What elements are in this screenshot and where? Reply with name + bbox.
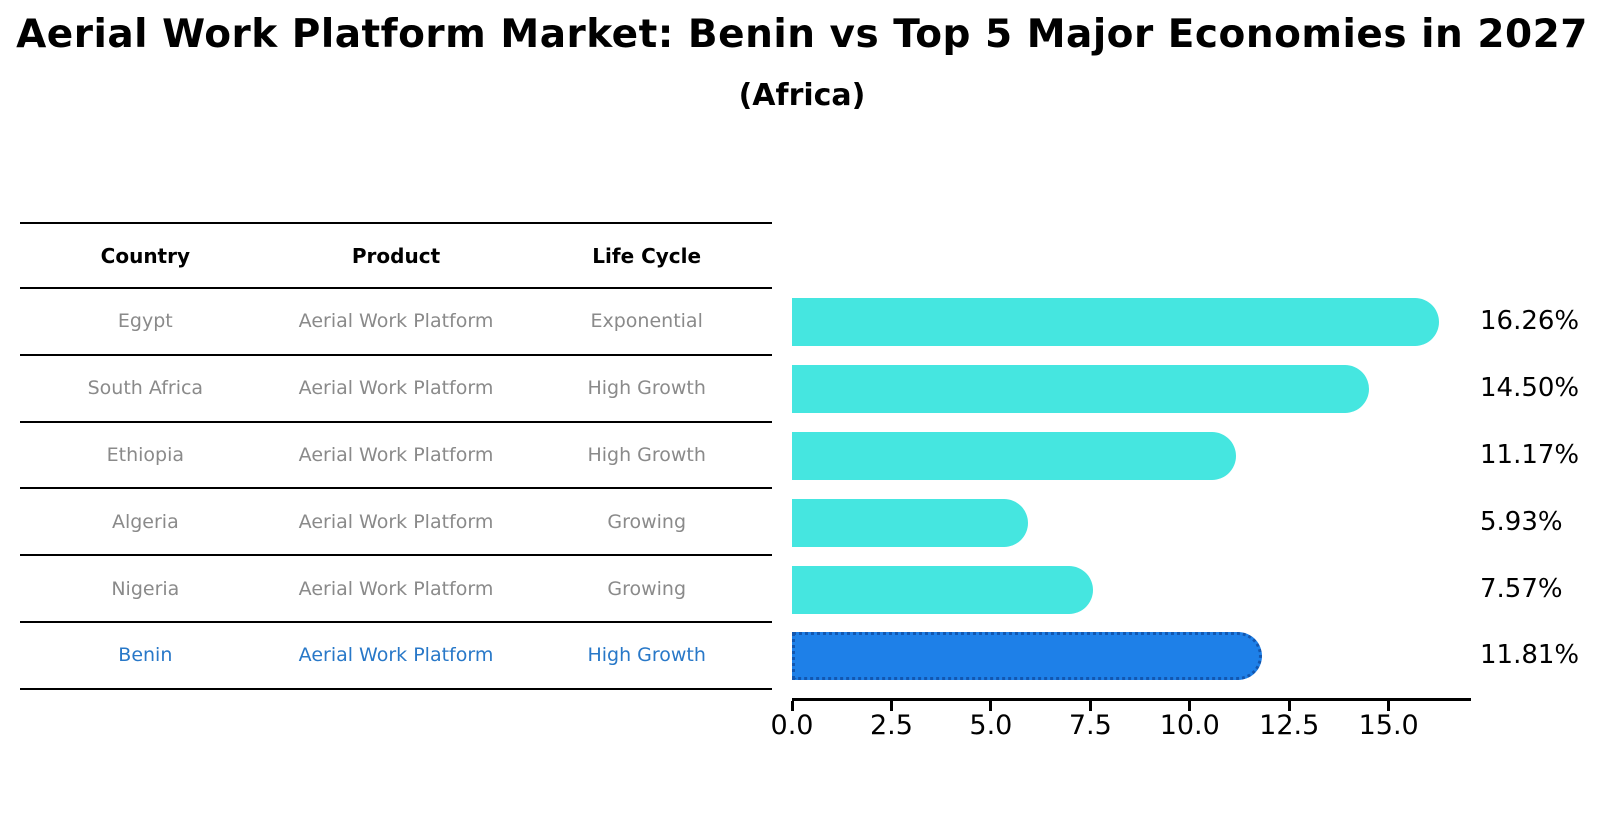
table-row: Ethiopia Aerial Work Platform High Growth bbox=[20, 423, 772, 490]
table-cell-country: Ethiopia bbox=[106, 443, 185, 466]
x-axis-tick bbox=[989, 701, 993, 711]
bar-south-africa bbox=[792, 365, 1369, 414]
table-cell-life-cycle: Exponential bbox=[590, 310, 703, 333]
table-cell-product: Aerial Work Platform bbox=[298, 510, 494, 533]
value-label-algeria: 5.93% bbox=[1480, 506, 1563, 537]
country-table: Country Product Life Cycle Egypt Aerial W… bbox=[20, 222, 772, 690]
table-row: Algeria Aerial Work Platform Growing bbox=[20, 489, 772, 557]
bar-egypt bbox=[792, 298, 1439, 347]
table-cell-life-cycle: High Growth bbox=[587, 443, 706, 466]
bar-ethiopia bbox=[792, 432, 1237, 480]
value-label-benin: 11.81% bbox=[1480, 640, 1580, 671]
table-row: Nigeria Aerial Work Platform Growing bbox=[20, 556, 772, 623]
x-axis-tick bbox=[790, 701, 794, 711]
table-cell-country: Nigeria bbox=[111, 577, 180, 600]
x-axis-tick-label: 12.5 bbox=[1259, 710, 1320, 741]
table-row: South Africa Aerial Work Platform High Gro… bbox=[20, 356, 772, 423]
x-axis-tick-label: 10.0 bbox=[1159, 710, 1220, 741]
x-axis-line bbox=[792, 698, 1471, 701]
table-body: Egypt Aerial Work Platform Exponential Sout… bbox=[20, 289, 772, 690]
table-cell-life-cycle: Growing bbox=[607, 577, 687, 600]
value-label-nigeria: 7.57% bbox=[1480, 573, 1563, 604]
x-axis-tick bbox=[1287, 701, 1291, 711]
chart-title: Aerial Work Platform Market: Benin vs To… bbox=[16, 12, 1588, 57]
x-axis-tick-label: 7.5 bbox=[1068, 710, 1112, 741]
x-axis-tick bbox=[1387, 701, 1391, 711]
table-cell-country: Algeria bbox=[111, 510, 179, 533]
table-cell-country: South Africa bbox=[87, 377, 204, 400]
table-header-product: Product bbox=[351, 243, 441, 268]
table-cell-life-cycle: High Growth bbox=[587, 644, 706, 667]
x-axis-tick bbox=[1188, 701, 1192, 711]
chart-subtitle: (Africa) bbox=[738, 78, 866, 113]
x-axis-tick bbox=[1088, 701, 1092, 711]
x-axis-tick-label: 0.0 bbox=[770, 710, 814, 741]
value-label-ethiopia: 11.17% bbox=[1480, 440, 1580, 470]
x-axis-tick-label: 5.0 bbox=[969, 710, 1013, 741]
x-axis-tick-label: 2.5 bbox=[869, 710, 913, 741]
table-cell-product: Aerial Work Platform bbox=[298, 644, 494, 667]
bar-benin bbox=[792, 632, 1262, 681]
table-cell-country: Egypt bbox=[117, 310, 173, 333]
table-cell-country: Benin bbox=[118, 644, 173, 667]
table-row: Benin Aerial Work Platform High Growth bbox=[20, 623, 772, 690]
table-cell-life-cycle: High Growth bbox=[587, 377, 706, 400]
bar-algeria bbox=[792, 498, 1028, 547]
value-label-south-africa: 14.50% bbox=[1480, 373, 1580, 404]
bar-nigeria bbox=[792, 565, 1094, 614]
x-axis-tick-label: 15.0 bbox=[1358, 710, 1419, 741]
table-row: Egypt Aerial Work Platform Exponential bbox=[20, 289, 772, 356]
table-header-row: Country Product Life Cycle bbox=[20, 224, 772, 289]
table-cell-product: Aerial Work Platform bbox=[298, 443, 494, 466]
table-header-life-cycle: Life Cycle bbox=[592, 243, 702, 268]
table-cell-product: Aerial Work Platform bbox=[298, 377, 494, 400]
table-cell-life-cycle: Growing bbox=[607, 510, 687, 533]
x-axis-tick bbox=[889, 701, 893, 711]
table-header-country: Country bbox=[100, 243, 191, 268]
table-cell-product: Aerial Work Platform bbox=[298, 310, 494, 333]
table-cell-product: Aerial Work Platform bbox=[298, 577, 494, 600]
value-label-egypt: 16.26% bbox=[1480, 306, 1580, 337]
